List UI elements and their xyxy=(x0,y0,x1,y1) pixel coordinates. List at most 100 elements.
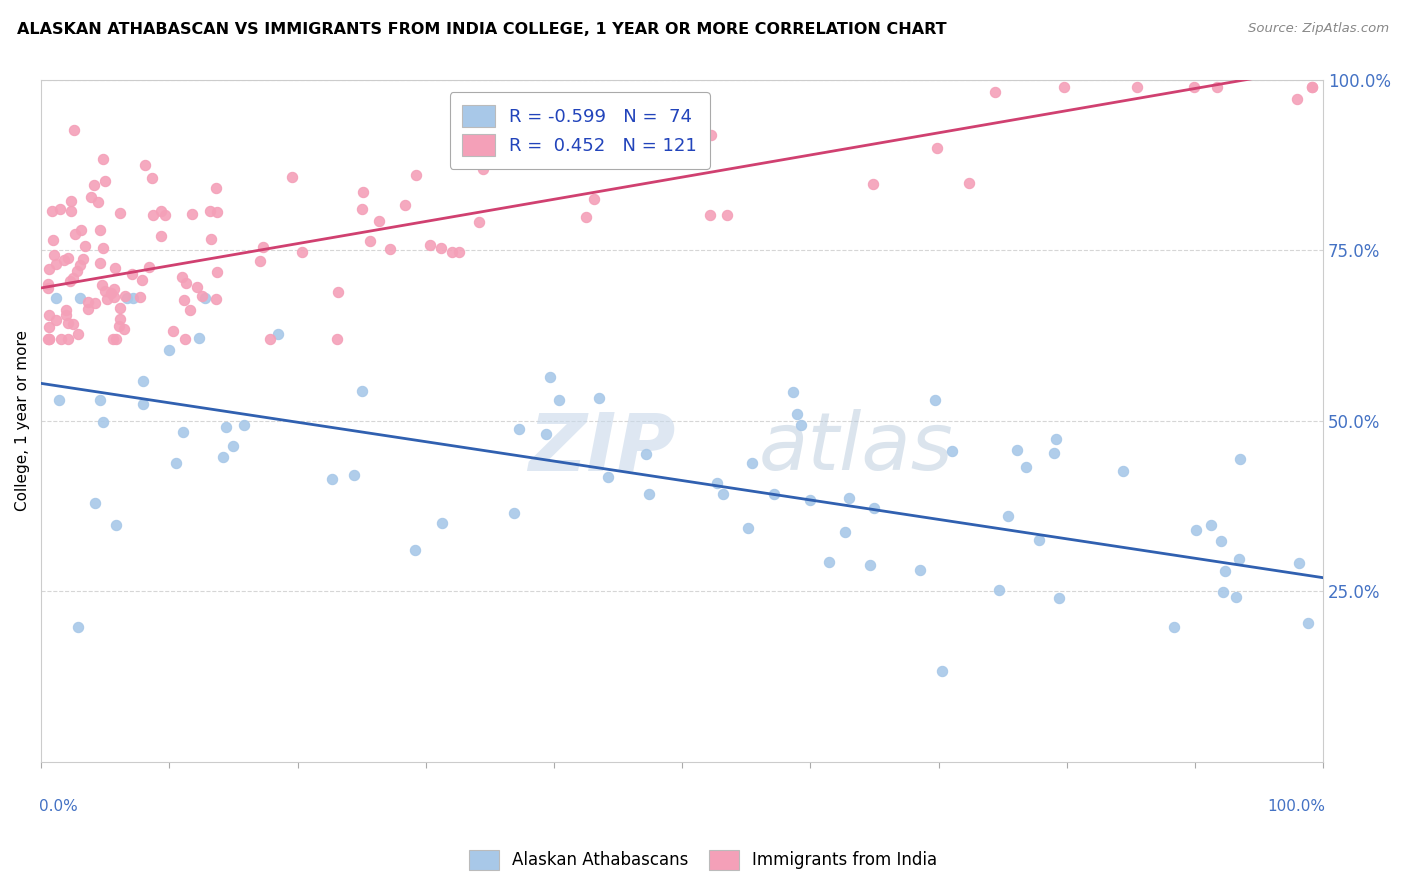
Point xyxy=(103,261,125,276)
Point xyxy=(432,516,454,530)
Point xyxy=(166,456,188,470)
Point xyxy=(55,302,77,317)
Point xyxy=(326,285,349,300)
Point xyxy=(186,280,208,294)
Point xyxy=(142,208,165,222)
Point xyxy=(380,242,402,256)
Text: 100.0%: 100.0% xyxy=(1268,799,1326,814)
Point xyxy=(1225,590,1247,604)
Point xyxy=(181,206,204,220)
Point xyxy=(38,319,60,334)
Point xyxy=(45,291,67,305)
Point xyxy=(1206,79,1229,94)
Point xyxy=(122,291,145,305)
Point xyxy=(174,276,197,290)
Point xyxy=(634,447,657,461)
Point xyxy=(108,301,131,316)
Point xyxy=(200,203,222,218)
Point xyxy=(1288,556,1310,570)
Point xyxy=(100,286,122,301)
Point xyxy=(321,472,343,486)
Point xyxy=(91,153,114,167)
Point xyxy=(1229,452,1251,467)
Point xyxy=(69,258,91,272)
Legend: Alaskan Athabascans, Immigrants from India: Alaskan Athabascans, Immigrants from Ind… xyxy=(463,843,943,877)
Point xyxy=(162,324,184,338)
Point xyxy=(1296,616,1319,631)
Point xyxy=(153,208,176,222)
Point xyxy=(132,374,155,388)
Point xyxy=(121,267,143,281)
Point xyxy=(179,303,201,318)
Text: Source: ZipAtlas.com: Source: ZipAtlas.com xyxy=(1249,22,1389,36)
Point xyxy=(538,370,561,384)
Point xyxy=(502,506,524,520)
Point xyxy=(536,427,558,442)
Point xyxy=(468,214,491,228)
Point xyxy=(38,308,60,322)
Point xyxy=(204,292,226,306)
Point xyxy=(190,289,212,303)
Point xyxy=(66,620,89,634)
Point xyxy=(352,185,374,199)
Point xyxy=(131,396,153,410)
Point xyxy=(62,318,84,332)
Point xyxy=(352,202,374,216)
Point xyxy=(1213,564,1236,578)
Point xyxy=(741,456,763,470)
Point xyxy=(187,331,209,345)
Point xyxy=(72,252,94,266)
Point xyxy=(908,563,931,577)
Point xyxy=(49,202,72,217)
Y-axis label: College, 1 year or more: College, 1 year or more xyxy=(15,330,30,511)
Point xyxy=(42,248,65,262)
Point xyxy=(200,232,222,246)
Point xyxy=(115,291,138,305)
Point xyxy=(69,291,91,305)
Point xyxy=(157,343,180,357)
Point xyxy=(89,223,111,237)
Point xyxy=(91,415,114,429)
Point xyxy=(94,174,117,188)
Point xyxy=(596,470,619,484)
Point xyxy=(205,204,228,219)
Point xyxy=(267,327,290,342)
Point xyxy=(394,197,416,211)
Point xyxy=(1227,552,1250,566)
Point xyxy=(129,290,152,304)
Point xyxy=(404,542,426,557)
Point xyxy=(817,555,839,569)
Point xyxy=(786,407,808,421)
Point xyxy=(711,487,734,501)
Point xyxy=(38,332,60,346)
Point xyxy=(447,244,470,259)
Point xyxy=(205,181,228,195)
Point xyxy=(1053,79,1076,94)
Point xyxy=(1199,518,1222,533)
Point xyxy=(87,194,110,209)
Point xyxy=(1209,533,1232,548)
Point xyxy=(700,128,723,143)
Point xyxy=(441,244,464,259)
Point xyxy=(259,332,281,346)
Point xyxy=(405,168,427,182)
Point xyxy=(45,313,67,327)
Point xyxy=(430,241,453,255)
Point xyxy=(131,273,153,287)
Point xyxy=(1126,79,1149,94)
Point xyxy=(194,291,217,305)
Point xyxy=(42,233,65,247)
Point xyxy=(205,265,228,279)
Point xyxy=(104,332,127,346)
Point xyxy=(1005,443,1028,458)
Point xyxy=(1185,523,1208,537)
Point xyxy=(326,332,349,346)
Point xyxy=(291,244,314,259)
Point xyxy=(56,251,79,265)
Point xyxy=(233,417,256,432)
Point xyxy=(67,326,90,341)
Point xyxy=(252,239,274,253)
Point xyxy=(149,204,172,219)
Text: ALASKAN ATHABASCAN VS IMMIGRANTS FROM INDIA COLLEGE, 1 YEAR OR MORE CORRELATION : ALASKAN ATHABASCAN VS IMMIGRANTS FROM IN… xyxy=(17,22,946,37)
Point xyxy=(170,270,193,285)
